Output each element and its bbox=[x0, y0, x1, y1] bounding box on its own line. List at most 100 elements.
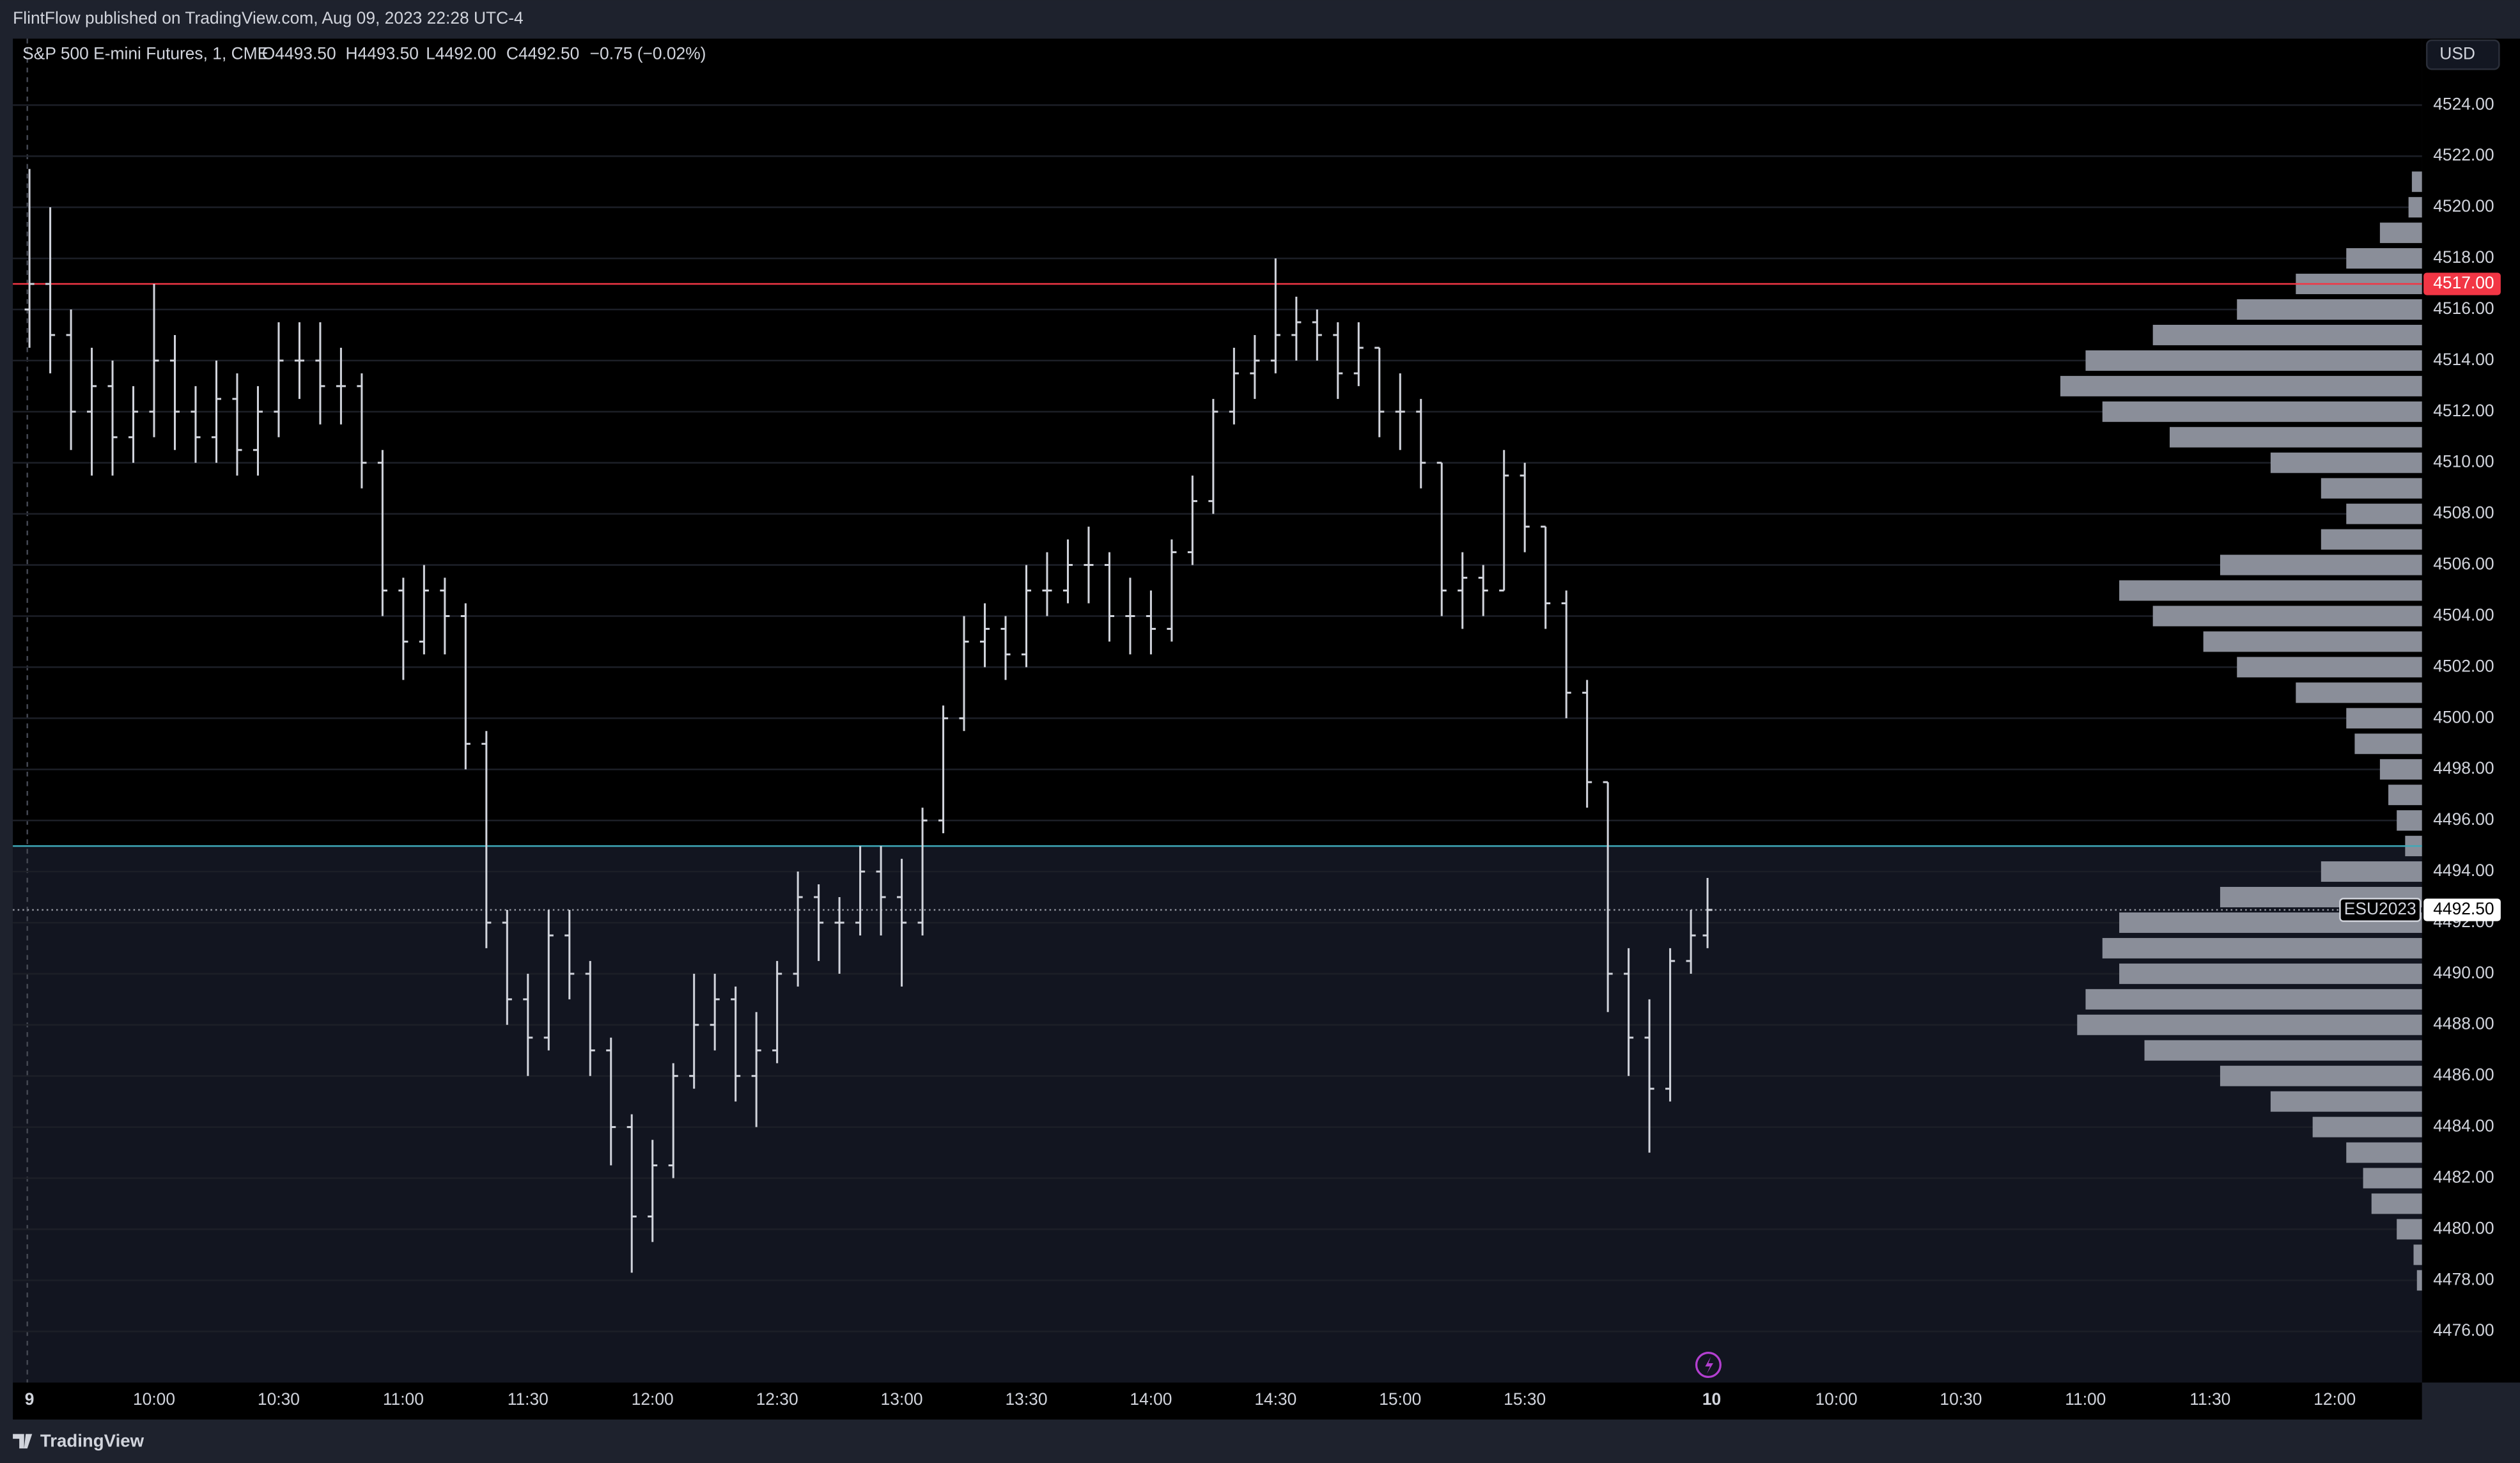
profile-bar bbox=[2312, 1116, 2422, 1138]
ohlc-bar bbox=[128, 386, 139, 463]
profile-bar bbox=[2085, 350, 2422, 371]
icon-bolt[interactable] bbox=[1705, 1356, 1713, 1374]
profile-bar bbox=[2354, 733, 2422, 755]
x-tick-label: 12:30 bbox=[756, 1389, 798, 1409]
logo bbox=[13, 1434, 33, 1449]
ohlc-bar bbox=[294, 322, 304, 399]
y-tick-label: 4516.00 bbox=[2433, 299, 2494, 318]
ohlc-bar bbox=[1624, 948, 1634, 1076]
lower-zone bbox=[13, 846, 2422, 1383]
currency-button[interactable] bbox=[2425, 39, 2500, 70]
y-tick-label: 4494.00 bbox=[2433, 861, 2494, 880]
ohlc-bar bbox=[1229, 347, 1239, 425]
x-tick-label: 10:00 bbox=[1815, 1389, 1857, 1409]
x-tick-label: 11:30 bbox=[508, 1389, 548, 1409]
ohlc-bar bbox=[979, 603, 990, 668]
profile-bar bbox=[2060, 375, 2422, 396]
ohlc-bar bbox=[87, 347, 97, 476]
ohlc-bar bbox=[1353, 322, 1364, 386]
currency[interactable]: USD bbox=[2439, 44, 2475, 63]
ohlc-bar bbox=[336, 347, 346, 425]
ohlc-bar bbox=[731, 986, 741, 1102]
y-tick-label: 4482.00 bbox=[2433, 1167, 2494, 1186]
ohlc-bar bbox=[917, 808, 928, 935]
replay-icon[interactable] bbox=[1695, 1352, 1722, 1379]
profile-bar bbox=[2346, 503, 2422, 524]
ohlc-bar bbox=[938, 705, 949, 834]
time-axis bbox=[13, 1382, 2422, 1420]
ohlc-bar bbox=[377, 450, 387, 616]
ohlc-bar bbox=[834, 897, 844, 974]
ohlc-bar bbox=[585, 960, 595, 1076]
profile-bar bbox=[2371, 1193, 2422, 1214]
ohlc-bar bbox=[315, 322, 325, 425]
ohlc-bar bbox=[1000, 616, 1011, 680]
profile-bar bbox=[2321, 529, 2422, 550]
y-tick-label: 4484.00 bbox=[2433, 1116, 2494, 1136]
profile-bar bbox=[2346, 248, 2422, 269]
ohlc-bar bbox=[1208, 398, 1218, 514]
price-axis bbox=[2422, 38, 2520, 1383]
profile-bar bbox=[2119, 580, 2422, 601]
profile-bar bbox=[2237, 299, 2422, 320]
ohlc-bar bbox=[481, 731, 492, 948]
ohlc-bar bbox=[1686, 909, 1696, 974]
y-tick-label: 4480.00 bbox=[2433, 1218, 2494, 1237]
profile-bar bbox=[2379, 759, 2422, 780]
x-tick-label: 13:00 bbox=[881, 1389, 923, 1409]
x-tick-label: 11:00 bbox=[383, 1389, 424, 1409]
profile-bar bbox=[2270, 452, 2422, 473]
ohlc-bar bbox=[253, 386, 263, 476]
y-tick-label: 4488.00 bbox=[2433, 1014, 2494, 1033]
ohlc-bar bbox=[564, 909, 575, 999]
ohlc-bar bbox=[543, 909, 554, 1051]
ohlc-bar bbox=[191, 386, 201, 463]
ohlc-bar bbox=[1125, 577, 1135, 655]
ohlc-bar bbox=[232, 373, 242, 476]
ohlc-bar bbox=[419, 565, 429, 655]
ohlc-bar bbox=[1478, 565, 1488, 616]
x-tick-label: 14:30 bbox=[1254, 1389, 1296, 1409]
ohlc-bar bbox=[668, 1063, 678, 1178]
ohlc-bar bbox=[274, 322, 284, 437]
y-tick-label: 4524.00 bbox=[2433, 94, 2494, 113]
y-tick-label: 4512.00 bbox=[2433, 401, 2494, 420]
ohlc-bar bbox=[1021, 565, 1032, 668]
ohlc-bar bbox=[169, 334, 180, 450]
level-label: 4517.00 bbox=[2433, 273, 2494, 292]
profile-bar bbox=[2397, 810, 2422, 831]
ohlc-bar bbox=[45, 207, 56, 373]
profile-bar bbox=[2408, 197, 2422, 218]
legend-change: −0.75 (−0.02%) bbox=[590, 44, 706, 63]
ohlc-bar bbox=[523, 973, 533, 1076]
y-tick-label: 4478.00 bbox=[2433, 1269, 2494, 1288]
ohlc-bar bbox=[66, 309, 76, 450]
profile-bar bbox=[2077, 1014, 2422, 1035]
ohlc-bar bbox=[1436, 462, 1447, 616]
ohlc-bar bbox=[1702, 878, 1713, 948]
x-tick-label: 15:30 bbox=[1504, 1389, 1546, 1409]
ohlc-bar bbox=[648, 1139, 658, 1242]
x-tick-label: 10:30 bbox=[1940, 1389, 1982, 1409]
icon-ring[interactable] bbox=[1695, 1352, 1722, 1379]
ohlc-bar bbox=[1062, 539, 1073, 604]
profile-bar bbox=[2411, 171, 2422, 192]
ohlc-bar bbox=[710, 973, 720, 1051]
profile-bar bbox=[2363, 1168, 2422, 1189]
ohlc-bar bbox=[1333, 322, 1343, 399]
ohlc-bar bbox=[1374, 347, 1385, 437]
ohlc-bar bbox=[357, 373, 367, 489]
ohlc-bar bbox=[1458, 552, 1468, 629]
last-price-box bbox=[2423, 898, 2501, 921]
y-tick-label: 4520.00 bbox=[2433, 196, 2494, 215]
x-tick-label: 15:00 bbox=[1379, 1389, 1421, 1409]
legend-open: O4493.50 bbox=[262, 44, 336, 63]
ohlc-bar bbox=[1416, 398, 1426, 489]
profile-bar bbox=[2416, 1270, 2422, 1291]
x-tick-label: 10:30 bbox=[258, 1389, 300, 1409]
ohlc-bar bbox=[1250, 334, 1260, 399]
ohlc-bar bbox=[460, 603, 471, 770]
profile-bar bbox=[2413, 1244, 2422, 1265]
